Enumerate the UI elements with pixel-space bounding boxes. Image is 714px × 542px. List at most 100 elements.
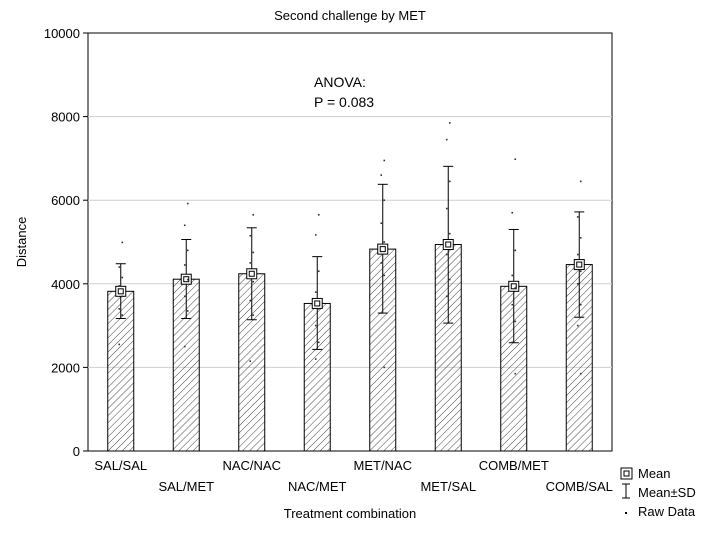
raw-data-point bbox=[249, 360, 252, 362]
raw-data-point bbox=[579, 372, 582, 375]
y-tick-label: 4000 bbox=[51, 277, 80, 292]
category-labels: SAL/SAL SAL/MET NAC/NAC NAC/MET MET/NAC MET/S… bbox=[94, 458, 612, 494]
mean-marker-inner bbox=[314, 300, 321, 307]
raw-data-point bbox=[380, 312, 383, 314]
y-axis-ticks: 0 2000 4000 6000 8000 10000 bbox=[44, 26, 88, 459]
raw-data-point bbox=[118, 308, 121, 310]
raw-data-point bbox=[186, 278, 189, 281]
raw-data-point bbox=[183, 264, 186, 266]
raw-data-point bbox=[511, 211, 514, 214]
mean-marker-inner bbox=[510, 283, 517, 290]
legend-mean-label: Mean bbox=[638, 466, 671, 481]
raw-data-point bbox=[448, 180, 451, 183]
raw-data-point bbox=[383, 159, 386, 162]
raw-data-point bbox=[383, 199, 386, 201]
raw-data-point bbox=[252, 214, 255, 216]
raw-data-point bbox=[579, 270, 582, 273]
raw-data-point bbox=[121, 314, 124, 316]
raw-data-point bbox=[383, 274, 386, 277]
raw-data-point bbox=[579, 180, 582, 183]
mean-marker-inner bbox=[445, 241, 452, 248]
raw-data-point bbox=[249, 262, 252, 264]
raw-data-point bbox=[249, 299, 252, 302]
raw-data-point bbox=[445, 253, 448, 256]
raw-data-point bbox=[118, 266, 121, 268]
plot-frame bbox=[87, 32, 613, 452]
legend-mean-marker bbox=[620, 467, 633, 480]
raw-data-point bbox=[514, 249, 517, 252]
mean-marker-inner bbox=[379, 246, 386, 253]
raw-data-point bbox=[445, 295, 448, 298]
raw-data-point bbox=[317, 270, 320, 273]
raw-data-point bbox=[314, 358, 317, 360]
mean-marker bbox=[180, 273, 192, 285]
mean-marker-inner bbox=[248, 270, 255, 277]
raw-data-point bbox=[314, 291, 317, 293]
x-axis-title: Treatment combination bbox=[284, 506, 416, 521]
raw-data-point bbox=[576, 253, 579, 256]
raw-data-point bbox=[514, 287, 517, 289]
raw-data-points bbox=[118, 122, 582, 375]
category-label: SAL/MET bbox=[158, 479, 214, 494]
mean-marker bbox=[246, 268, 258, 280]
raw-data-point bbox=[579, 303, 582, 306]
raw-data-point bbox=[118, 343, 121, 346]
raw-data-point bbox=[448, 278, 451, 281]
raw-data-point bbox=[511, 303, 514, 306]
y-tick-label: 0 bbox=[73, 444, 80, 459]
raw-data-point bbox=[252, 314, 255, 316]
raw-data-point bbox=[514, 158, 517, 161]
raw-data-point bbox=[448, 122, 451, 124]
raw-data-point bbox=[576, 216, 579, 218]
legend-sd-marker bbox=[622, 483, 630, 499]
raw-data-point bbox=[317, 341, 320, 344]
mean-marker-inner bbox=[183, 276, 190, 283]
raw-data-point bbox=[317, 214, 320, 216]
bar bbox=[303, 302, 331, 452]
raw-data-point bbox=[514, 320, 517, 323]
raw-data-point bbox=[252, 251, 255, 254]
legend: Mean Mean±SD Raw Data bbox=[620, 466, 696, 519]
raw-data-point bbox=[448, 232, 451, 235]
mean-marker bbox=[377, 243, 389, 255]
raw-data-point bbox=[183, 224, 186, 227]
raw-data-point bbox=[314, 234, 317, 236]
mean-marker bbox=[573, 259, 585, 271]
mean-marker bbox=[311, 297, 323, 309]
gridlines bbox=[88, 116, 612, 368]
raw-data-point bbox=[252, 280, 255, 283]
raw-data-point bbox=[511, 274, 514, 277]
mean-marker bbox=[115, 285, 127, 297]
legend-sd-label: Mean±SD bbox=[638, 485, 696, 500]
mean-marker-inner bbox=[117, 288, 124, 295]
category-label: NAC/MET bbox=[288, 479, 347, 494]
anova-label: ANOVA: bbox=[314, 74, 366, 90]
raw-data-point bbox=[121, 241, 124, 244]
raw-data-point bbox=[317, 308, 320, 310]
raw-data-point bbox=[383, 241, 386, 243]
raw-data-point bbox=[445, 207, 448, 210]
raw-data-point bbox=[445, 138, 448, 141]
raw-data-point bbox=[576, 324, 579, 327]
y-tick-label: 6000 bbox=[51, 193, 80, 208]
raw-data-point bbox=[579, 237, 582, 239]
legend-raw-marker bbox=[625, 512, 627, 514]
category-label: MET/SAL bbox=[420, 479, 476, 494]
raw-data-point bbox=[121, 276, 124, 279]
raw-data-point bbox=[121, 295, 124, 298]
raw-data-point bbox=[249, 234, 252, 237]
category-label: NAC/NAC bbox=[222, 458, 281, 473]
chart-title: Second challenge by MET bbox=[274, 8, 426, 23]
y-axis-title: Distance bbox=[14, 217, 29, 268]
category-label: COMB/MET bbox=[479, 458, 549, 473]
mean-marker-inner bbox=[576, 261, 583, 268]
y-tick-label: 10000 bbox=[44, 26, 80, 41]
raw-data-point bbox=[511, 341, 514, 344]
legend-raw-label: Raw Data bbox=[638, 504, 696, 519]
category-label: SAL/SAL bbox=[94, 458, 147, 473]
raw-data-point bbox=[118, 285, 121, 287]
raw-data-point bbox=[314, 324, 317, 327]
raw-data-point bbox=[380, 222, 383, 224]
